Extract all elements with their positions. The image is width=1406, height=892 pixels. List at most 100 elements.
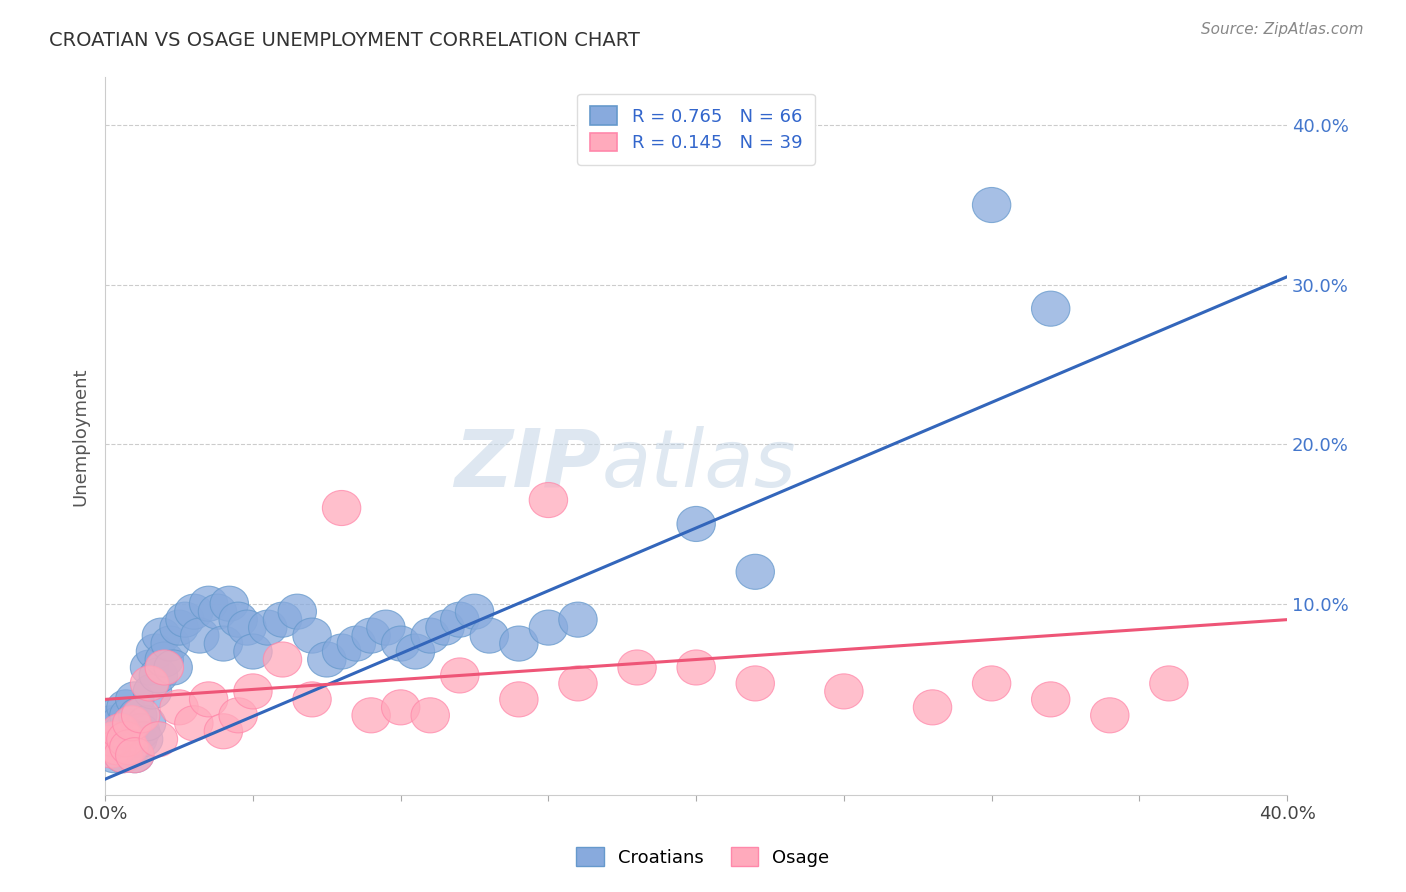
Ellipse shape [110, 698, 148, 733]
Text: atlas: atlas [602, 426, 796, 504]
Ellipse shape [198, 594, 236, 629]
Ellipse shape [233, 673, 273, 709]
Ellipse shape [558, 666, 598, 701]
Ellipse shape [190, 681, 228, 717]
Ellipse shape [174, 706, 214, 741]
Ellipse shape [145, 650, 184, 685]
Ellipse shape [124, 722, 163, 756]
Legend: R = 0.765   N = 66, R = 0.145   N = 39: R = 0.765 N = 66, R = 0.145 N = 39 [578, 94, 815, 165]
Ellipse shape [381, 626, 420, 661]
Legend: Croatians, Osage: Croatians, Osage [569, 840, 837, 874]
Ellipse shape [107, 690, 145, 725]
Ellipse shape [94, 714, 134, 748]
Ellipse shape [101, 706, 139, 741]
Ellipse shape [101, 714, 139, 748]
Ellipse shape [233, 634, 273, 669]
Ellipse shape [94, 738, 134, 772]
Ellipse shape [499, 626, 538, 661]
Ellipse shape [470, 618, 509, 653]
Ellipse shape [131, 666, 169, 701]
Ellipse shape [166, 602, 204, 637]
Y-axis label: Unemployment: Unemployment [72, 367, 89, 506]
Ellipse shape [735, 554, 775, 590]
Ellipse shape [219, 698, 257, 733]
Ellipse shape [112, 706, 150, 741]
Ellipse shape [91, 706, 131, 741]
Ellipse shape [110, 730, 148, 764]
Ellipse shape [735, 666, 775, 701]
Ellipse shape [142, 618, 180, 653]
Ellipse shape [150, 626, 190, 661]
Ellipse shape [499, 681, 538, 717]
Ellipse shape [115, 738, 155, 772]
Ellipse shape [249, 610, 287, 645]
Ellipse shape [1032, 681, 1070, 717]
Ellipse shape [396, 634, 434, 669]
Ellipse shape [160, 610, 198, 645]
Ellipse shape [263, 602, 302, 637]
Ellipse shape [973, 666, 1011, 701]
Ellipse shape [118, 698, 157, 733]
Ellipse shape [112, 730, 150, 764]
Ellipse shape [190, 586, 228, 621]
Ellipse shape [676, 650, 716, 685]
Ellipse shape [107, 722, 145, 756]
Ellipse shape [91, 722, 131, 756]
Ellipse shape [352, 618, 391, 653]
Ellipse shape [1032, 291, 1070, 326]
Ellipse shape [131, 650, 169, 685]
Ellipse shape [219, 602, 257, 637]
Ellipse shape [228, 610, 266, 645]
Ellipse shape [121, 714, 160, 748]
Ellipse shape [1150, 666, 1188, 701]
Ellipse shape [155, 650, 193, 685]
Ellipse shape [204, 626, 243, 661]
Ellipse shape [121, 698, 160, 733]
Ellipse shape [440, 602, 479, 637]
Ellipse shape [825, 673, 863, 709]
Ellipse shape [139, 658, 177, 693]
Ellipse shape [104, 738, 142, 772]
Ellipse shape [411, 618, 450, 653]
Ellipse shape [110, 722, 148, 756]
Ellipse shape [112, 706, 150, 741]
Ellipse shape [134, 673, 172, 709]
Ellipse shape [278, 594, 316, 629]
Ellipse shape [1091, 698, 1129, 733]
Ellipse shape [381, 690, 420, 725]
Ellipse shape [204, 714, 243, 748]
Ellipse shape [367, 610, 405, 645]
Ellipse shape [101, 722, 139, 756]
Ellipse shape [174, 594, 214, 629]
Ellipse shape [98, 698, 136, 733]
Ellipse shape [973, 187, 1011, 223]
Text: Source: ZipAtlas.com: Source: ZipAtlas.com [1201, 22, 1364, 37]
Ellipse shape [180, 618, 219, 653]
Ellipse shape [292, 681, 332, 717]
Ellipse shape [98, 730, 136, 764]
Ellipse shape [308, 642, 346, 677]
Ellipse shape [136, 634, 174, 669]
Ellipse shape [139, 722, 177, 756]
Ellipse shape [617, 650, 657, 685]
Ellipse shape [440, 658, 479, 693]
Ellipse shape [98, 730, 136, 764]
Ellipse shape [676, 507, 716, 541]
Ellipse shape [115, 738, 155, 772]
Ellipse shape [529, 610, 568, 645]
Ellipse shape [456, 594, 494, 629]
Ellipse shape [529, 483, 568, 517]
Ellipse shape [160, 690, 198, 725]
Ellipse shape [322, 634, 361, 669]
Ellipse shape [145, 642, 184, 677]
Ellipse shape [337, 626, 375, 661]
Ellipse shape [89, 730, 128, 764]
Ellipse shape [209, 586, 249, 621]
Ellipse shape [89, 726, 128, 762]
Ellipse shape [104, 714, 142, 748]
Text: CROATIAN VS OSAGE UNEMPLOYMENT CORRELATION CHART: CROATIAN VS OSAGE UNEMPLOYMENT CORRELATI… [49, 31, 640, 50]
Ellipse shape [322, 491, 361, 525]
Ellipse shape [128, 706, 166, 741]
Ellipse shape [107, 730, 145, 764]
Text: ZIP: ZIP [454, 426, 602, 504]
